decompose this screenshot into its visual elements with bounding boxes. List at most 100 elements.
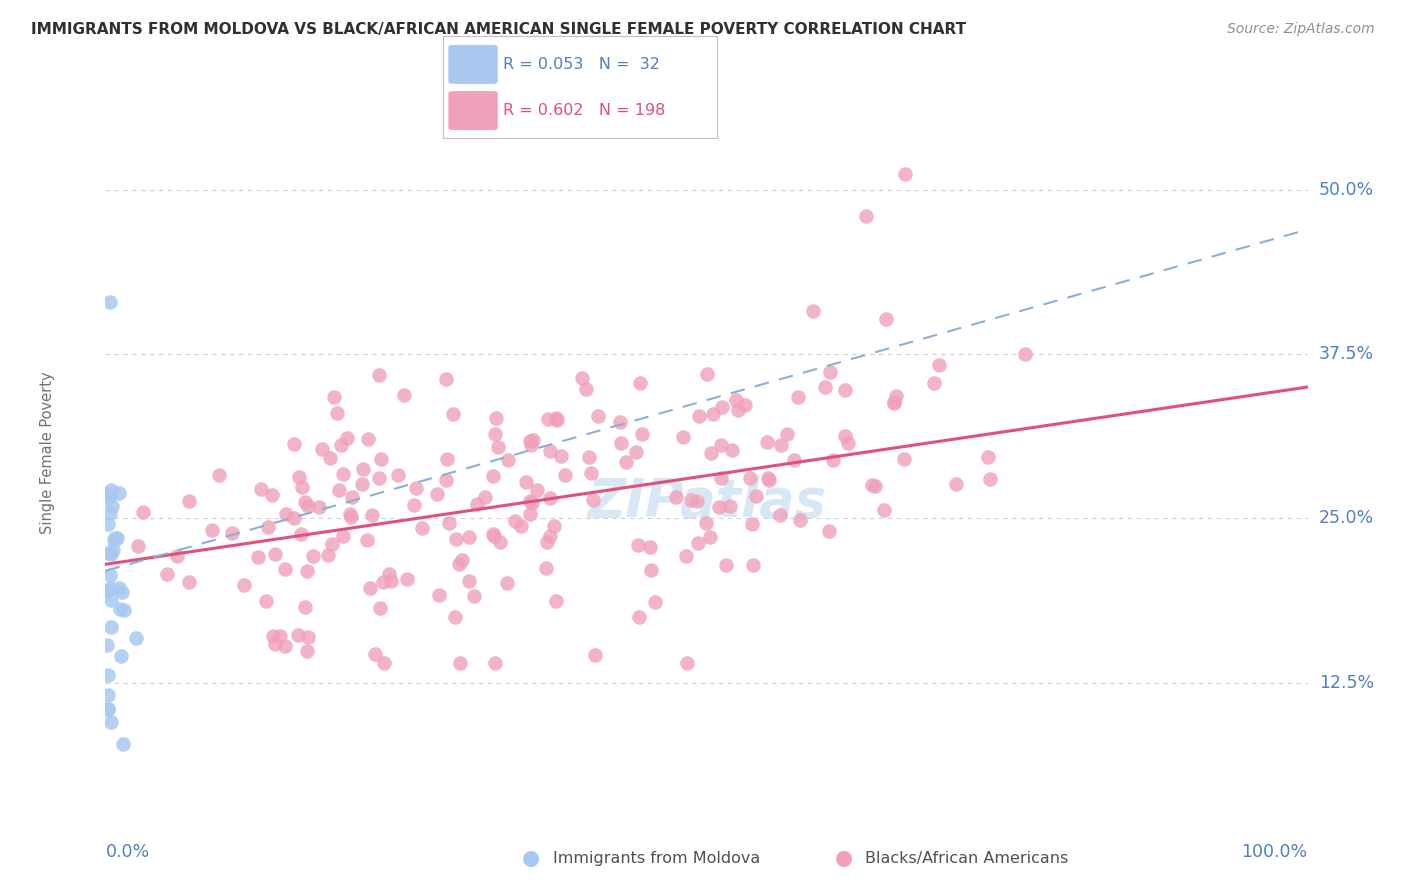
Point <box>98 506 121 520</box>
Point <box>387 467 409 482</box>
Text: 50.0%: 50.0% <box>1319 181 1374 199</box>
Point <box>124 631 146 645</box>
Text: IMMIGRANTS FROM MOLDOVA VS BLACK/AFRICAN AMERICAN SINGLE FEMALE POVERTY CORRELAT: IMMIGRANTS FROM MOLDOVA VS BLACK/AFRICAN… <box>31 22 966 37</box>
Point <box>484 529 506 543</box>
Point <box>287 470 309 484</box>
Point <box>96 583 118 598</box>
Point <box>609 415 631 429</box>
Text: ZIPatlas: ZIPatlas <box>586 476 827 528</box>
Text: R = 0.602   N = 198: R = 0.602 N = 198 <box>503 103 665 118</box>
Point <box>297 565 319 579</box>
Point <box>465 497 488 511</box>
Point <box>883 394 905 409</box>
Point <box>332 529 354 543</box>
Point <box>503 514 526 528</box>
Point <box>536 535 558 549</box>
Point <box>367 368 389 382</box>
Point <box>628 609 651 624</box>
Point <box>357 433 380 447</box>
Point <box>787 390 810 404</box>
Point <box>741 516 763 531</box>
Point <box>756 435 779 450</box>
Point <box>686 536 709 550</box>
Point <box>437 516 460 531</box>
Point <box>404 499 426 513</box>
Point <box>97 667 120 681</box>
Point <box>291 480 314 494</box>
Point <box>103 533 125 548</box>
Point <box>97 546 120 560</box>
Point <box>328 483 350 498</box>
Point <box>250 482 273 496</box>
Point <box>610 436 633 450</box>
Point <box>860 478 883 492</box>
Point <box>108 486 131 500</box>
Point <box>101 543 124 558</box>
Point <box>481 468 503 483</box>
Point <box>97 516 120 531</box>
Point <box>783 453 806 467</box>
Point <box>686 494 709 508</box>
FancyBboxPatch shape <box>449 45 498 84</box>
Point <box>814 379 837 393</box>
FancyBboxPatch shape <box>449 91 498 130</box>
Point <box>688 409 710 424</box>
Point <box>718 500 741 514</box>
Point <box>463 589 485 603</box>
Point <box>316 548 339 562</box>
Point <box>340 490 363 504</box>
Point <box>378 567 401 582</box>
Point <box>486 440 509 454</box>
Point <box>132 505 155 519</box>
Point <box>98 567 121 582</box>
Point <box>484 656 506 670</box>
Point <box>665 490 688 504</box>
Point <box>340 510 363 524</box>
Point <box>332 467 354 481</box>
Point <box>297 630 319 644</box>
Point <box>297 499 319 513</box>
Point <box>550 449 572 463</box>
Point <box>745 489 768 503</box>
Point <box>264 547 287 561</box>
Point <box>482 527 505 541</box>
Point <box>579 466 602 480</box>
Point <box>360 508 382 522</box>
Point <box>676 656 699 670</box>
Point <box>519 494 541 508</box>
Point <box>519 508 541 522</box>
Point <box>444 532 467 546</box>
Point <box>756 470 779 484</box>
Point <box>434 473 457 487</box>
Point <box>865 479 887 493</box>
Point <box>321 537 343 551</box>
Point <box>675 549 697 564</box>
Point <box>100 483 122 497</box>
Point <box>546 410 568 425</box>
Point <box>644 595 666 609</box>
Text: 100.0%: 100.0% <box>1241 843 1308 861</box>
Text: Single Female Poverty: Single Female Poverty <box>41 371 55 534</box>
Point <box>295 643 318 657</box>
Point <box>111 585 134 599</box>
Point <box>575 382 598 396</box>
Point <box>695 516 717 530</box>
Point <box>156 567 179 582</box>
Point <box>294 495 316 509</box>
Text: ●: ● <box>523 848 540 868</box>
Point <box>457 530 479 544</box>
Point <box>742 558 765 572</box>
Point <box>695 367 717 381</box>
Text: Immigrants from Moldova: Immigrants from Moldova <box>553 851 759 865</box>
Point <box>837 435 859 450</box>
Point <box>1014 347 1036 361</box>
Point <box>283 436 305 450</box>
Point <box>233 577 256 591</box>
Point <box>586 409 609 424</box>
Point <box>108 602 131 616</box>
Point <box>96 638 118 652</box>
Point <box>449 656 471 670</box>
Point <box>875 311 897 326</box>
Point <box>356 533 378 548</box>
Point <box>894 167 917 181</box>
